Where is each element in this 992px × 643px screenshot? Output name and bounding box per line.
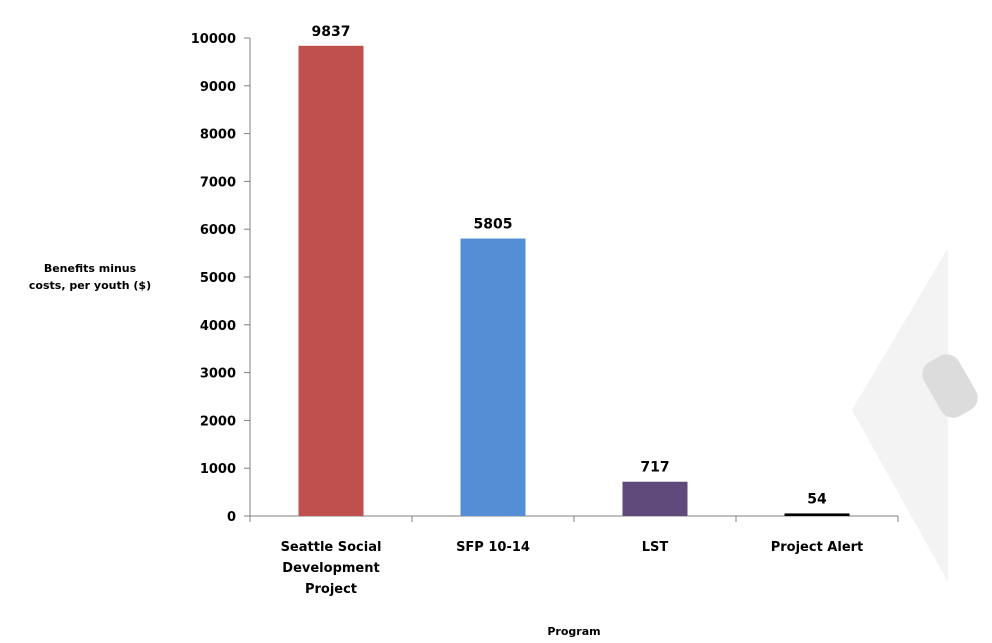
y-tick-label: 6000 [200, 223, 236, 238]
y-tick-label: 0 [227, 510, 236, 525]
y-tick-label: 2000 [200, 414, 236, 429]
background-decoration-stroke [922, 354, 978, 418]
x-tick-label-line: LST [642, 540, 669, 555]
y-tick-label: 8000 [200, 128, 236, 143]
bar [784, 513, 850, 516]
data-label: 54 [807, 491, 827, 507]
y-tick-label: 1000 [200, 462, 236, 477]
y-tick-label: 3000 [200, 367, 236, 382]
x-tick-label-line: Seattle Social [281, 540, 382, 555]
background-decoration [852, 248, 948, 582]
bar [298, 45, 364, 516]
y-axis-title: Benefits minus costs, per youth ($) [29, 262, 151, 292]
x-tick-label-line: SFP 10-14 [456, 540, 530, 555]
y-tick-label: 10000 [191, 32, 236, 47]
x-tick-label: Project Alert [771, 540, 864, 555]
data-label: 9837 [312, 24, 351, 40]
x-tick-label: SFP 10-14 [456, 540, 530, 555]
data-label: 5805 [474, 217, 513, 233]
bar [460, 238, 526, 516]
y-tick-label: 7000 [200, 175, 236, 190]
y-axis-title-line: Benefits minus [44, 262, 137, 275]
y-tick-label: 5000 [200, 271, 236, 286]
x-tick-label: LST [642, 540, 669, 555]
data-label: 717 [640, 460, 669, 476]
y-tick-label: 9000 [200, 80, 236, 95]
x-axis-title: Program [547, 625, 600, 638]
y-axis-title-line: costs, per youth ($) [29, 279, 151, 292]
x-tick-label-line: Project Alert [771, 540, 864, 555]
y-tick-label: 4000 [200, 319, 236, 334]
x-tick-label-line: Development [282, 561, 379, 576]
x-tick-label-line: Project [305, 582, 357, 597]
bar [622, 481, 688, 516]
x-tick-label: Seattle Social Development Project [281, 540, 382, 597]
